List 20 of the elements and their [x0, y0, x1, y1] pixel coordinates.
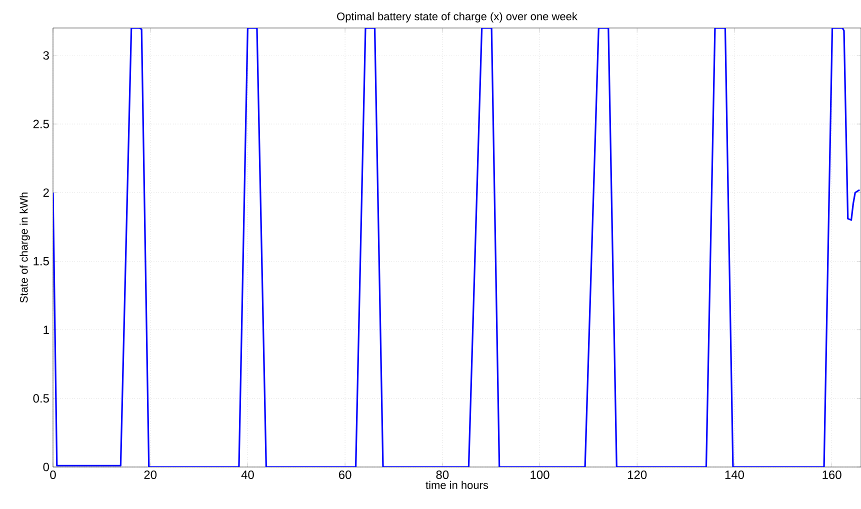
x-tick-label: 140: [725, 470, 744, 480]
x-tick-label: 40: [241, 470, 254, 480]
y-tick-label: 0.5: [33, 394, 49, 403]
chart-title: Optimal battery state of charge (x) over one week: [337, 12, 578, 22]
y-axis-title: State of charge in kWh: [20, 192, 30, 303]
x-tick-label: 0: [50, 470, 56, 480]
x-tick-label: 100: [530, 470, 550, 480]
y-tick-label: 2: [43, 188, 49, 197]
x-tick-label: 20: [144, 470, 157, 480]
x-tick-label: 160: [822, 470, 842, 480]
y-tick-label: 1: [44, 326, 49, 334]
x-tick-label: 60: [338, 470, 352, 480]
y-tick-label: 2.5: [33, 120, 49, 128]
y-tick-label: 1.5: [34, 257, 49, 266]
y-tick-label: 3: [43, 51, 49, 60]
y-tick-label: 0: [43, 462, 50, 472]
line-series: [53, 28, 860, 467]
x-tick-label: 120: [628, 470, 647, 480]
x-tick-label: 80: [436, 470, 449, 480]
x-axis-title: time in hours: [426, 480, 488, 489]
